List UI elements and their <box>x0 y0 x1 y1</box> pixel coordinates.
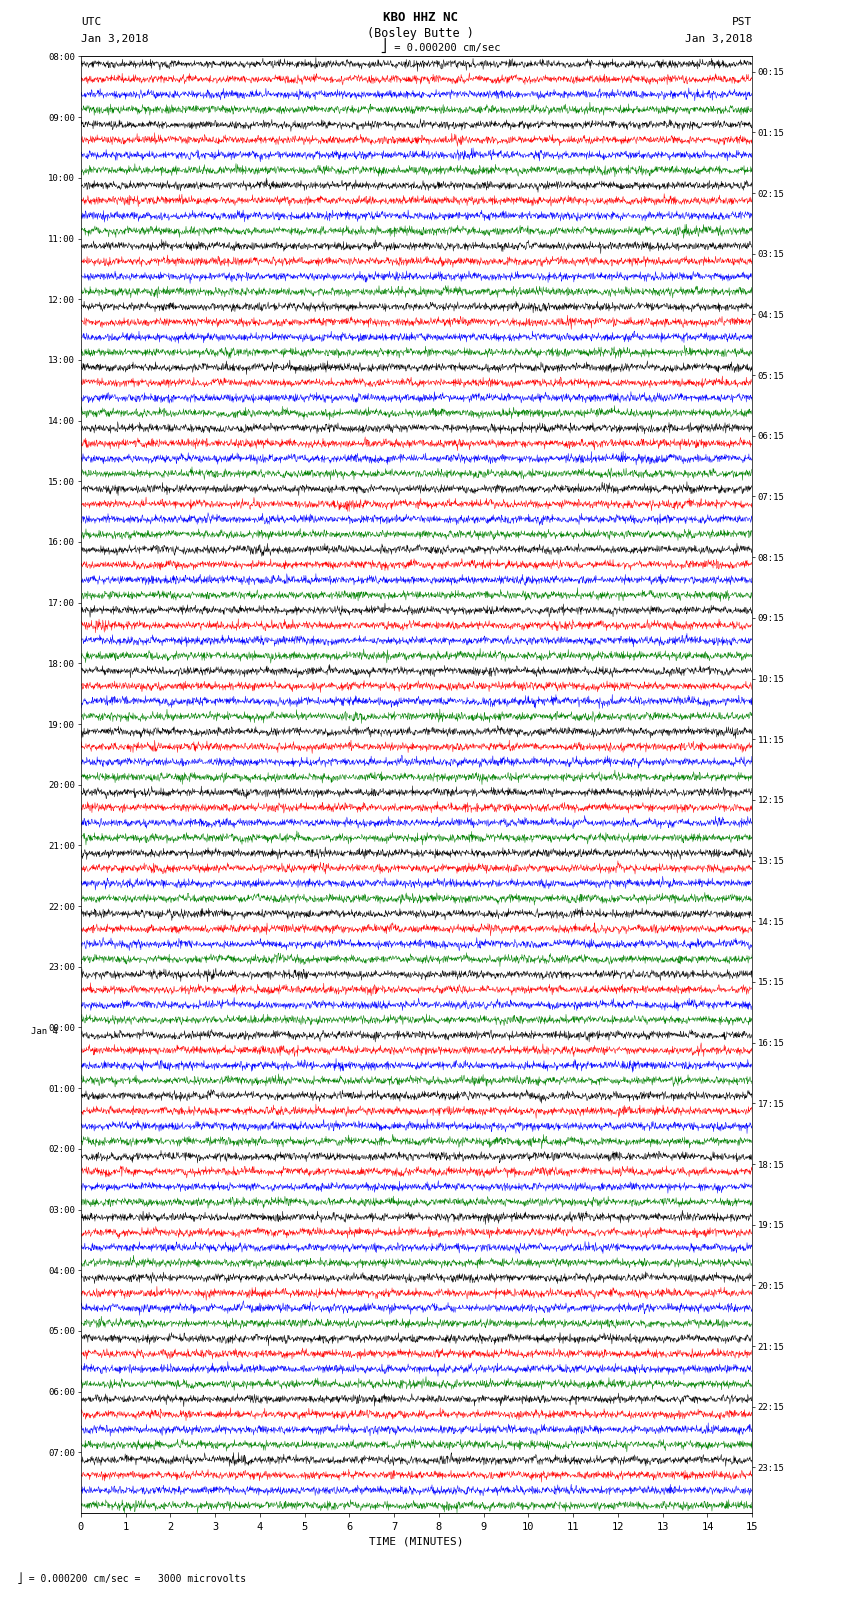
Text: Jan 3,2018: Jan 3,2018 <box>685 34 752 44</box>
X-axis label: TIME (MINUTES): TIME (MINUTES) <box>369 1536 464 1547</box>
Text: = 0.000200 cm/sec: = 0.000200 cm/sec <box>388 44 500 53</box>
Text: UTC: UTC <box>81 18 101 27</box>
Text: KBO HHZ NC: KBO HHZ NC <box>383 11 458 24</box>
Text: ⎦: ⎦ <box>379 39 387 53</box>
Text: Jan 4: Jan 4 <box>31 1027 59 1037</box>
Text: Jan 3,2018: Jan 3,2018 <box>81 34 148 44</box>
Text: PST: PST <box>732 18 752 27</box>
Text: (Bosley Butte ): (Bosley Butte ) <box>367 27 474 40</box>
Text: ⎦ = 0.000200 cm/sec =   3000 microvolts: ⎦ = 0.000200 cm/sec = 3000 microvolts <box>17 1573 246 1584</box>
